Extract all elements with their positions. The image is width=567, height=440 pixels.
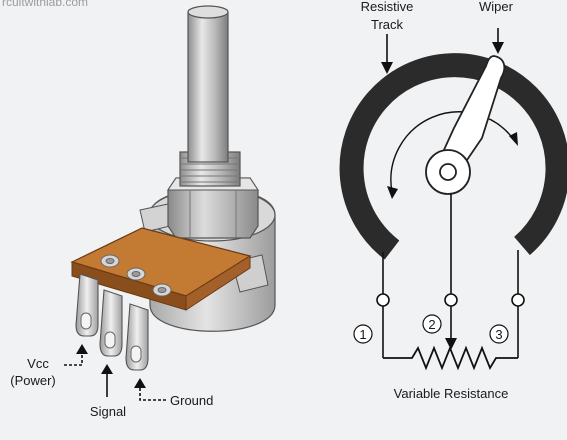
terminal-3-node <box>511 293 525 307</box>
terminal-2-node <box>444 293 458 307</box>
signal-label: Signal <box>90 404 126 419</box>
terminal-3-badge <box>489 324 509 344</box>
resistive-track-arc <box>339 53 567 260</box>
terminal-2-badge <box>422 314 442 334</box>
variable-resistance-label: Variable Resistance <box>394 386 509 401</box>
resistor-symbol <box>383 345 518 371</box>
terminal-2-number: 2 <box>428 317 435 332</box>
vcc-power-label: (Power) <box>10 373 56 388</box>
potentiometer-illustration <box>70 5 276 371</box>
pin-label-arrows <box>64 344 166 401</box>
vcc-label: Vcc <box>27 356 49 371</box>
potentiometer-schematic: 1 2 3 <box>339 28 567 371</box>
ground-label: Ground <box>170 393 213 408</box>
track-pointer-arrow <box>381 62 393 74</box>
resistive-track-label-line1: Resistive <box>361 0 414 14</box>
terminal-1-node <box>376 293 390 307</box>
terminal-1-number: 1 <box>359 327 366 342</box>
watermark-text: rcuitwithlab.com <box>2 0 88 9</box>
wiper-label: Wiper <box>479 0 514 14</box>
terminal-3-number: 3 <box>495 327 502 342</box>
rotation-arrow <box>390 111 515 193</box>
resistive-track-label-line2: Track <box>371 17 404 32</box>
terminal-1-badge <box>353 324 373 344</box>
wiper-pointer-arrow <box>492 42 504 54</box>
